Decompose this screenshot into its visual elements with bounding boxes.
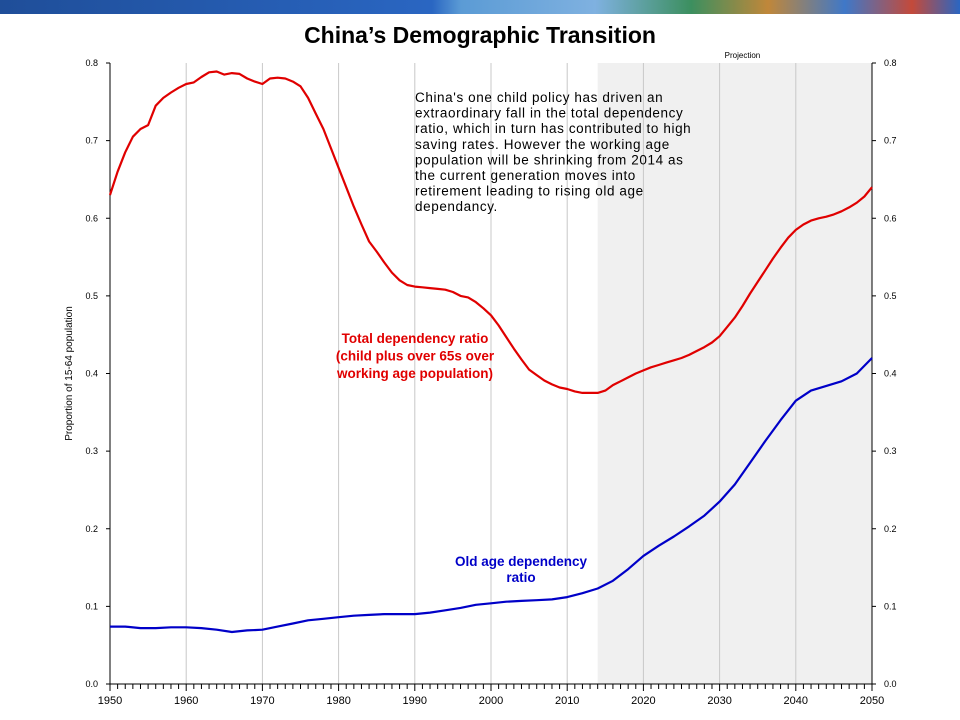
x-tick-label: 1980	[326, 695, 350, 707]
y-tick-label-right: 0.5	[884, 291, 897, 301]
y-tick-label-left: 0.0	[85, 679, 98, 689]
y-axis-title: Proportion of 15-64 population	[64, 306, 75, 441]
x-tick-label: 1960	[174, 695, 198, 707]
total-dependency-label: working age population)	[336, 366, 493, 381]
annotation-line: the current generation moves into	[415, 168, 636, 183]
total-dependency-label: Total dependency ratio	[342, 331, 489, 346]
y-tick-label-right: 0.8	[884, 58, 897, 68]
annotation-line: saving rates. However the working age	[415, 137, 670, 152]
axes	[106, 62, 876, 691]
x-tick-label: 2010	[555, 695, 579, 707]
y-tick-label-left: 0.4	[85, 369, 98, 379]
chart-text: Projection 1950 1960 1970 1980 1990 2000 2010 20…	[64, 51, 897, 707]
annotation-line: population will be shrinking from 2014 a…	[415, 152, 684, 167]
slide-title: China’s Demographic Transition	[304, 22, 656, 48]
annotation-line: dependancy.	[415, 199, 498, 214]
annotation-line: ratio, which in turn has contributed to …	[415, 121, 691, 136]
total-dependency-label: (child plus over 65s over	[336, 349, 495, 364]
y-tick-label-left: 0.3	[85, 446, 98, 456]
y-tick-label-right: 0.4	[884, 369, 897, 379]
x-tick-label: 1970	[250, 695, 274, 707]
y-tick-label-left: 0.6	[85, 213, 98, 223]
y-tick-label-left: 0.8	[85, 58, 98, 68]
annotation-line: China's one child policy has driven an	[415, 90, 663, 105]
y-tick-label-left: 0.5	[85, 291, 98, 301]
annotation-line: retirement leading to rising old age	[415, 184, 644, 199]
y-tick-label-right: 0.2	[884, 524, 897, 534]
x-tick-label: 2050	[860, 695, 884, 707]
y-tick-label-left: 0.1	[85, 601, 98, 611]
y-tick-label-right: 0.3	[884, 446, 897, 456]
x-tick-label: 2030	[707, 695, 731, 707]
y-tick-label-right: 0.7	[884, 136, 897, 146]
y-tick-label-right: 0.0	[884, 679, 897, 689]
y-tick-label-left: 0.2	[85, 524, 98, 534]
x-tick-label: 2020	[631, 695, 655, 707]
y-tick-label-right: 0.1	[884, 601, 897, 611]
y-tick-label-right: 0.6	[884, 213, 897, 223]
series-line-old_age	[110, 357, 873, 634]
x-tick-label: 1990	[403, 695, 427, 707]
annotation-line: extraordinary fall in the total dependen…	[415, 106, 683, 121]
old-age-dependency-label: ratio	[506, 570, 535, 585]
series-line-total	[108, 70, 873, 394]
x-tick-label: 2000	[479, 695, 503, 707]
slide-header-banner	[0, 0, 960, 14]
y-tick-label-left: 0.7	[85, 136, 98, 146]
old-age-dependency-label: Old age dependency	[455, 554, 588, 569]
series-lines	[108, 70, 873, 634]
x-tick-label: 2040	[784, 695, 808, 707]
projection-label: Projection	[725, 51, 761, 60]
x-tick-label: 1950	[98, 695, 122, 707]
